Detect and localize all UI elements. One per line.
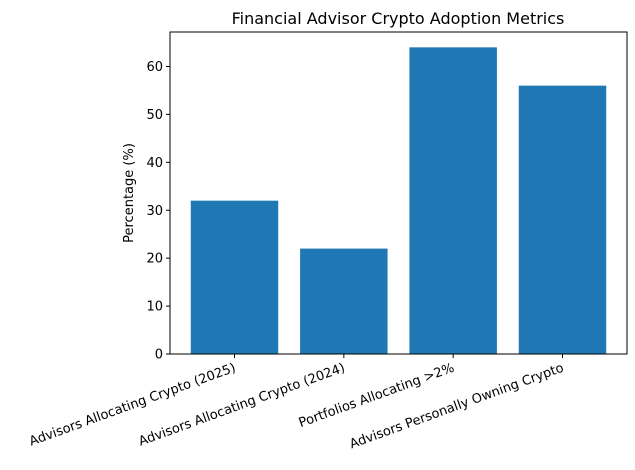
chart-title: Financial Advisor Crypto Adoption Metric… bbox=[232, 9, 565, 28]
y-tick: 60 bbox=[146, 60, 170, 75]
bar bbox=[518, 85, 607, 355]
y-tick: 50 bbox=[146, 108, 170, 123]
x-tick-label: Advisors Allocating Crypto (2025) bbox=[27, 361, 237, 450]
x-tick: Advisors Allocating Crypto (2024) bbox=[137, 354, 347, 449]
bar bbox=[300, 248, 388, 354]
bar bbox=[409, 47, 497, 354]
y-tick-label: 0 bbox=[155, 348, 163, 363]
x-tick-label: Advisors Personally Owning Crypto bbox=[348, 361, 566, 453]
y-tick: 40 bbox=[146, 156, 170, 171]
y-tick-label: 40 bbox=[146, 156, 163, 171]
y-tick-label: 20 bbox=[146, 252, 163, 267]
y-tick: 0 bbox=[155, 348, 170, 363]
y-axis-label: Percentage (%) bbox=[122, 143, 137, 243]
y-tick-label: 30 bbox=[146, 204, 163, 219]
x-tick: Advisors Allocating Crypto (2025) bbox=[27, 354, 238, 450]
y-tick-label: 10 bbox=[146, 300, 163, 315]
x-tick: Advisors Personally Owning Crypto bbox=[348, 354, 566, 452]
y-tick-label: 50 bbox=[146, 108, 163, 123]
y-tick: 10 bbox=[146, 300, 170, 315]
plot-frame bbox=[169, 31, 628, 355]
x-tick-label: Advisors Allocating Crypto (2024) bbox=[137, 361, 347, 450]
y-tick: 20 bbox=[146, 252, 170, 267]
y-tick: 30 bbox=[146, 204, 170, 219]
y-tick-label: 60 bbox=[146, 60, 163, 75]
bar bbox=[190, 200, 279, 354]
